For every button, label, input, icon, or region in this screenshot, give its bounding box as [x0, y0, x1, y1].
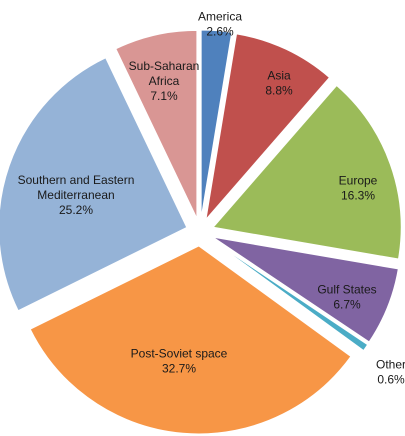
slice-category: Gulf States — [317, 283, 376, 297]
slice-category: Mediterranean — [37, 188, 114, 202]
pie-slice-asia — [205, 33, 331, 221]
pie-slice-europe — [212, 84, 402, 260]
slice-category: America — [198, 10, 242, 24]
slice-percent: 25.2% — [59, 203, 93, 217]
slice-category: Other — [376, 358, 405, 372]
slice-category: Post-Soviet space — [131, 347, 228, 361]
slice-category: Africa — [149, 74, 180, 88]
pie-slices — [0, 29, 402, 435]
slice-label-america: America 2.6% — [198, 10, 242, 39]
pie-slice-sub-saharan-africa — [115, 29, 198, 219]
slice-percent: 6.7% — [333, 298, 361, 312]
slice-percent: 2.6% — [206, 25, 234, 39]
pie-slice-america — [200, 29, 233, 219]
slice-category: Southern and Eastern — [18, 173, 135, 187]
slice-label-europe: Europe 16.3% — [339, 174, 378, 203]
slice-label-asia: Asia 8.8% — [265, 69, 293, 98]
slice-label-other: Other 0.6% — [376, 358, 405, 387]
pie-slice-southern-and-eastern-mediterranean — [0, 57, 188, 312]
slice-category: Sub-Saharan — [129, 59, 200, 73]
slice-labels: America 2.6% Asia 8.8% Europe 16.3% Gulf State… — [18, 10, 405, 387]
pie-slice-post-soviet-space — [29, 245, 352, 435]
slice-label-sub-saharan-africa: Sub-Saharan Africa 7.1% — [129, 59, 200, 103]
slice-percent: 16.3% — [341, 189, 375, 203]
slice-label-gulf-states: Gulf States 6.7% — [317, 283, 376, 312]
slice-percent: 8.8% — [265, 84, 293, 98]
pie-slice-gulf-states — [212, 236, 399, 343]
slice-label-southern-and-eastern-mediterranean: Southern and Eastern Mediterranean 25.2% — [18, 173, 135, 217]
slice-percent: 7.1% — [150, 89, 178, 103]
slice-percent: 0.6% — [377, 373, 405, 387]
slice-percent: 32.7% — [162, 362, 196, 376]
slice-category: Asia — [267, 69, 291, 83]
slice-category: Europe — [339, 174, 378, 188]
slice-label-post-soviet-space: Post-Soviet space 32.7% — [131, 347, 228, 376]
pie-slice-other — [211, 239, 369, 352]
